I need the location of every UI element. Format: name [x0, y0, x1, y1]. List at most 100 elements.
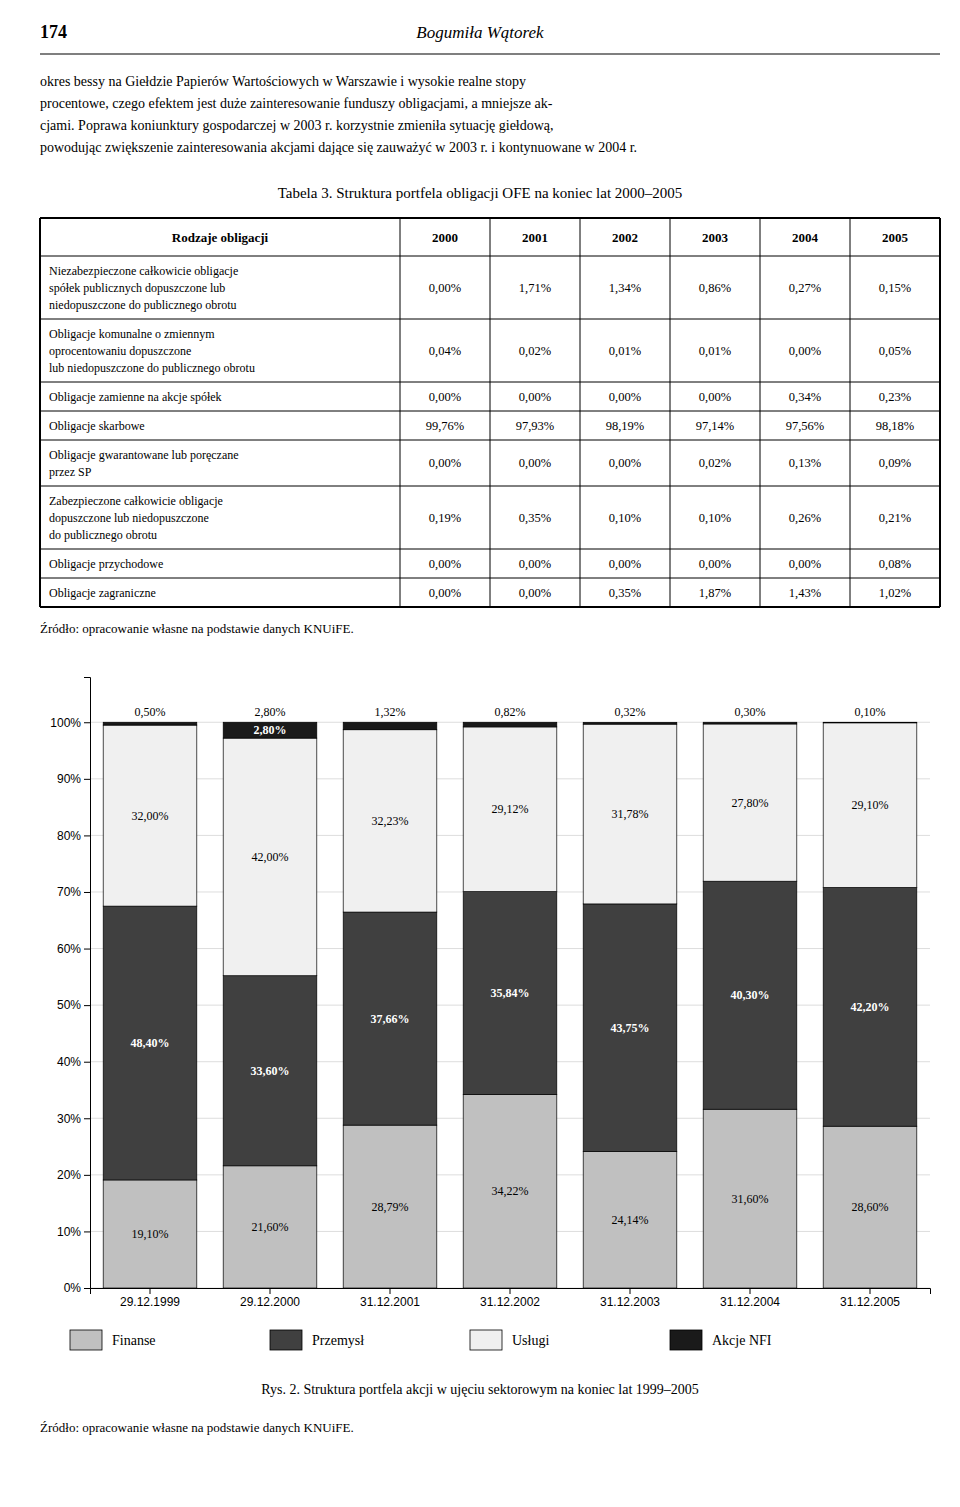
x-tick-mark: [390, 1288, 391, 1294]
table-row-label: Obligacje gwarantowane lub poręczaneprze…: [49, 448, 239, 479]
body-text: okres bessy na Giełdzie Papierów Wartośc…: [40, 74, 526, 89]
y-tick-label: 90%: [57, 772, 81, 786]
bar: [703, 722, 797, 724]
data-label: 32,00%: [132, 809, 169, 823]
data-label: 33,60%: [251, 1064, 290, 1078]
table-cell: 98,19%: [606, 419, 645, 433]
table-rule: [850, 218, 851, 607]
x-tick: 31.12.2005: [840, 1288, 900, 1309]
table-cell: 0,00%: [519, 586, 551, 600]
data-label: 28,60%: [852, 1200, 889, 1214]
x-tick-mark: [870, 1288, 871, 1294]
x-tick: 31.12.2002: [480, 1288, 540, 1309]
legend: FinansePrzemysłUsługiAkcje NFI: [70, 1330, 772, 1350]
table-cell: 0,09%: [879, 456, 911, 470]
table-cell: 0,13%: [789, 456, 821, 470]
legend-swatch: [670, 1330, 702, 1350]
table-cell: 97,56%: [786, 419, 825, 433]
data-label: 48,40%: [131, 1036, 170, 1050]
table-rule: [670, 218, 671, 607]
table-cell: 1,34%: [609, 281, 641, 295]
y-tick-label: 80%: [57, 829, 81, 843]
page: 174Bogumiła Wątorekokres bessy na Giełdz…: [0, 0, 960, 1507]
table-cell: 97,93%: [516, 419, 555, 433]
y-tick-mark: [84, 892, 90, 893]
data-label: 2,80%: [254, 723, 287, 737]
table-cell: 1,02%: [879, 586, 911, 600]
bar: [703, 881, 797, 1109]
table-header: Rodzaje obligacji: [172, 230, 269, 245]
annotation: 0,10%: [855, 705, 886, 719]
table-row-label: Niezabezpieczone całkowicie obligacjespó…: [49, 264, 238, 312]
data-label: 29,10%: [852, 798, 889, 812]
bar: [463, 892, 557, 1095]
data-label: 27,80%: [732, 796, 769, 810]
data-label: 21,60%: [252, 1220, 289, 1234]
y-tick-mark: [84, 1175, 90, 1176]
source-note: Źródło: opracowanie własne na podstawie …: [40, 621, 354, 636]
x-tick-label: 29.12.2000: [240, 1295, 300, 1309]
data-label: 31,60%: [732, 1192, 769, 1206]
bar: [823, 722, 917, 724]
bars: [103, 722, 917, 1288]
bar: [103, 906, 197, 1180]
y-tick-label: 100%: [50, 716, 81, 730]
y-tick: 60%: [57, 942, 90, 956]
table-cell: 0,00%: [789, 344, 821, 358]
table-cell: 0,00%: [609, 390, 641, 404]
y-tick-label: 30%: [57, 1112, 81, 1126]
table-cell: 0,00%: [609, 557, 641, 571]
table-cell: 0,00%: [699, 557, 731, 571]
x-tick: 31.12.2004: [720, 1288, 780, 1309]
chart: 0%10%20%30%40%50%60%70%80%90%100%29.12.1…: [50, 678, 930, 1309]
y-tick-label: 40%: [57, 1055, 81, 1069]
table-row-label: Obligacje zagraniczne: [49, 586, 156, 600]
data-label: 42,20%: [851, 1000, 890, 1014]
bar: [463, 722, 557, 727]
bar: [223, 738, 317, 976]
legend-swatch: [470, 1330, 502, 1350]
table-cell: 0,00%: [429, 586, 461, 600]
bar: [703, 724, 797, 881]
bar: [223, 722, 317, 738]
data-label: 29,12%: [492, 802, 529, 816]
bar: [343, 912, 437, 1125]
table-rule: [939, 218, 941, 607]
y-tick: 90%: [57, 772, 90, 786]
annotation: 0,50%: [135, 705, 166, 719]
bar: [583, 1151, 677, 1288]
y-axis-line: [84, 678, 91, 1289]
bar: [823, 1126, 917, 1288]
y-tick-mark: [84, 1288, 90, 1289]
bar: [343, 730, 437, 912]
table-cell: 0,27%: [789, 281, 821, 295]
table-title: Tabela 3. Struktura portfela obligacji O…: [278, 185, 683, 201]
body-text: procentowe, czego efektem jest duże zain…: [40, 96, 553, 111]
table-cell: 0,00%: [789, 557, 821, 571]
table-cell: 0,00%: [519, 557, 551, 571]
table-header: 2002: [612, 230, 638, 245]
data-label: 37,66%: [371, 1012, 410, 1026]
table-cell: 0,02%: [699, 456, 731, 470]
table-cell: 0,08%: [879, 557, 911, 571]
x-tick-label: 31.12.2001: [360, 1295, 420, 1309]
y-tick-label: 50%: [57, 998, 81, 1012]
data-label: 42,00%: [252, 850, 289, 864]
table-cell: 0,26%: [789, 511, 821, 525]
legend-label: Usługi: [512, 1333, 549, 1348]
table-cell: 1,71%: [519, 281, 551, 295]
table-cell: 0,00%: [429, 557, 461, 571]
y-tick-mark: [84, 1062, 90, 1063]
y-tick-mark: [84, 835, 90, 836]
legend-label: Akcje NFI: [712, 1333, 772, 1348]
x-tick-label: 31.12.2003: [600, 1295, 660, 1309]
page-header: Bogumiła Wątorek: [416, 23, 544, 42]
table-header: 2004: [792, 230, 819, 245]
table-row-label: Obligacje skarbowe: [49, 419, 145, 433]
table: Rodzaje obligacji20002001200220032004200…: [40, 218, 940, 607]
bar: [103, 722, 197, 725]
table-cell: 0,34%: [789, 390, 821, 404]
y-tick-mark: [84, 1118, 90, 1119]
table-cell: 0,35%: [609, 586, 641, 600]
y-tick: 50%: [57, 998, 90, 1012]
